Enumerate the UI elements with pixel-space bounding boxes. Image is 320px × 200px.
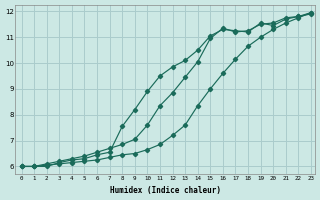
X-axis label: Humidex (Indice chaleur): Humidex (Indice chaleur)	[109, 186, 220, 195]
